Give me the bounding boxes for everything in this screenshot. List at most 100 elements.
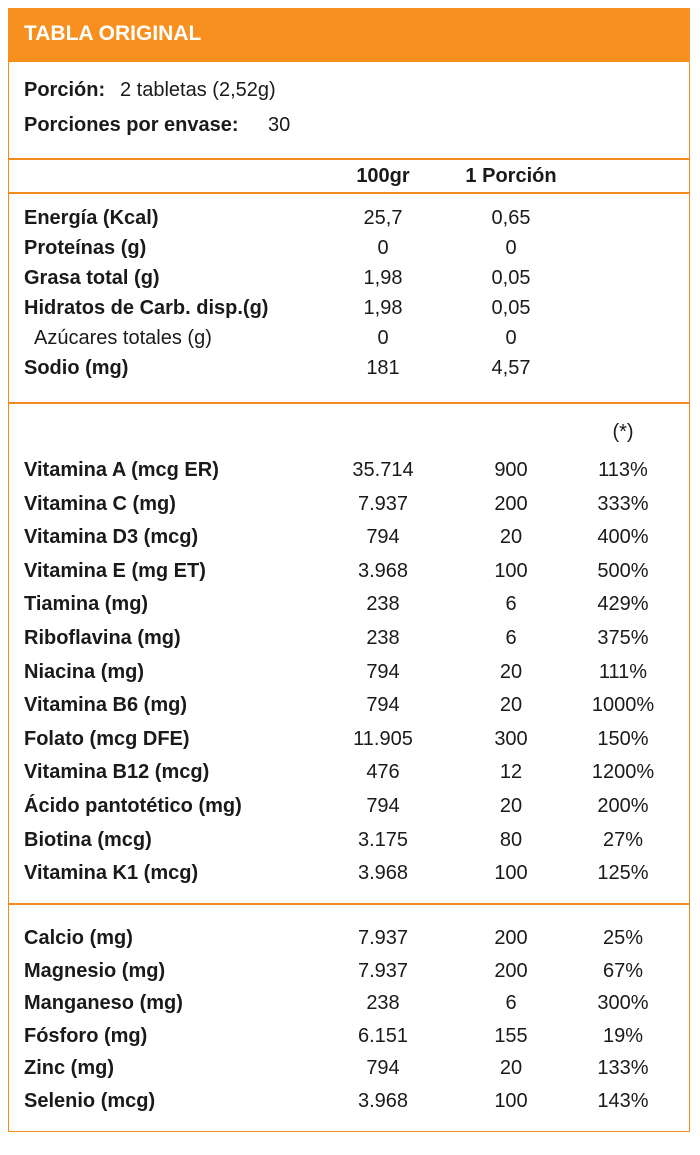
cell-value: 3.968 — [357, 1089, 409, 1112]
row-label: Proteínas (g) — [24, 237, 147, 259]
cell-value: 100 — [494, 559, 528, 582]
cell-value: 400% — [597, 526, 649, 549]
title: TABLA ORIGINAL — [24, 22, 202, 45]
cell-value: 35.714 — [352, 459, 414, 481]
portion-label: Porción: — [24, 79, 106, 101]
row-label: Calcio (mg) — [24, 927, 133, 949]
row-label: Vitamina D3 (mcg) — [24, 526, 199, 549]
row-label: Grasa total (g) — [24, 267, 160, 289]
cell-value: 80 — [499, 828, 523, 851]
cell-value: 238 — [366, 992, 400, 1014]
cell-value: 7.937 — [357, 927, 409, 949]
column-header: 100gr — [356, 165, 410, 187]
cell-value: 7.937 — [357, 492, 409, 515]
cell-value: 1200% — [591, 761, 655, 784]
cell-value: 6 — [505, 627, 517, 649]
cell-value: 7.937 — [357, 959, 409, 982]
row-label: Fósforo (mg) — [24, 1024, 148, 1047]
cell-value: 20 — [499, 795, 523, 817]
row-label: Selenio (mcg) — [24, 1089, 156, 1112]
cell-value: 133% — [597, 1057, 649, 1079]
cell-value: 25% — [602, 927, 644, 949]
row-label: Manganeso (mg) — [24, 992, 183, 1014]
row-label: Vitamina C (mg) — [24, 492, 176, 515]
cell-value: 100 — [494, 1089, 528, 1112]
row-label: Hidratos de Carb. disp.(g) — [24, 297, 269, 319]
cell-value: 4,57 — [491, 357, 531, 379]
cell-value: 300% — [597, 992, 649, 1014]
row-label: Vitamina E (mg ET) — [24, 559, 206, 582]
row-label: Folato (mcg DFE) — [24, 727, 190, 750]
row-label: Azúcares totales (g) — [34, 327, 212, 349]
row-label: Tiamina (mg) — [24, 593, 149, 616]
cell-value: 27% — [602, 828, 644, 851]
cell-value: 0 — [505, 327, 517, 349]
cell-value: 6 — [505, 593, 517, 616]
cell-value: 238 — [366, 627, 400, 649]
cell-value: 794 — [366, 694, 400, 717]
cell-value: 333% — [597, 492, 649, 515]
cell-value: 476 — [366, 761, 400, 784]
cell-value: 794 — [366, 1057, 400, 1079]
cell-value: 794 — [366, 526, 400, 549]
cell-value: 429% — [597, 593, 649, 616]
cell-value: 200 — [494, 492, 528, 515]
cell-value: 200 — [494, 927, 528, 949]
cell-value: 200% — [597, 795, 649, 817]
cell-value: 794 — [366, 660, 400, 683]
row-label: Zinc (mg) — [24, 1057, 114, 1079]
cell-value: 1,98 — [363, 267, 403, 289]
row-label: Niacina (mg) — [24, 660, 145, 683]
cell-value: 113% — [598, 459, 648, 481]
cell-value: 794 — [366, 795, 400, 817]
cell-value: 100 — [494, 862, 528, 885]
cell-value: 3.968 — [357, 559, 409, 582]
row-label: Vitamina A (mcg ER) — [24, 459, 219, 481]
cell-value: 181 — [366, 357, 400, 379]
cell-value: 12 — [499, 761, 523, 784]
servings-value: 30 — [268, 114, 291, 136]
cell-value: 143% — [597, 1089, 649, 1112]
cell-value: 0 — [377, 237, 389, 259]
row-label: Riboflavina (mg) — [24, 627, 181, 649]
cell-value: 6.151 — [357, 1024, 409, 1047]
row-label: Energía (Kcal) — [24, 207, 159, 229]
row-label: Biotina (mcg) — [24, 828, 152, 851]
cell-value: 1000% — [591, 694, 655, 717]
cell-value: 25,7 — [363, 207, 403, 229]
cell-value: 3.968 — [357, 862, 409, 885]
divider — [8, 903, 690, 905]
cell-value: 0,05 — [491, 297, 531, 319]
cell-value: 20 — [499, 660, 523, 683]
cell-value: 6 — [505, 992, 517, 1014]
column-header: 1 Porción — [465, 165, 557, 187]
cell-value: 125% — [597, 862, 649, 885]
cell-value: 0,05 — [491, 267, 531, 289]
cell-value: 150% — [597, 727, 649, 750]
cell-value: 67% — [602, 959, 644, 982]
cell-value: 900 — [494, 459, 528, 481]
cell-value: 111% — [598, 660, 648, 683]
row-label: Magnesio (mg) — [24, 959, 166, 982]
cell-value: 375% — [597, 627, 649, 649]
cell-value: 20 — [499, 526, 523, 549]
row-label: Vitamina B12 (mcg) — [24, 761, 210, 784]
daily-note: (*) — [612, 421, 634, 443]
row-label: Vitamina B6 (mg) — [24, 694, 187, 717]
cell-value: 0 — [505, 237, 517, 259]
row-label: Vitamina K1 (mcg) — [24, 862, 199, 885]
divider — [8, 192, 690, 194]
portion-value: 2 tabletas (2,52g) — [120, 79, 276, 101]
cell-value: 20 — [499, 1057, 523, 1079]
cell-value: 11.905 — [353, 727, 413, 750]
row-label: Ácido pantotético (mg) — [24, 795, 242, 817]
cell-value: 500% — [597, 559, 649, 582]
divider — [8, 402, 690, 404]
row-label: Sodio (mg) — [24, 357, 129, 379]
servings-label: Porciones por envase: — [24, 114, 239, 136]
header-bar — [8, 8, 690, 62]
cell-value: 19% — [602, 1024, 644, 1047]
cell-value: 1,98 — [363, 297, 403, 319]
cell-value: 3.175 — [357, 828, 409, 851]
